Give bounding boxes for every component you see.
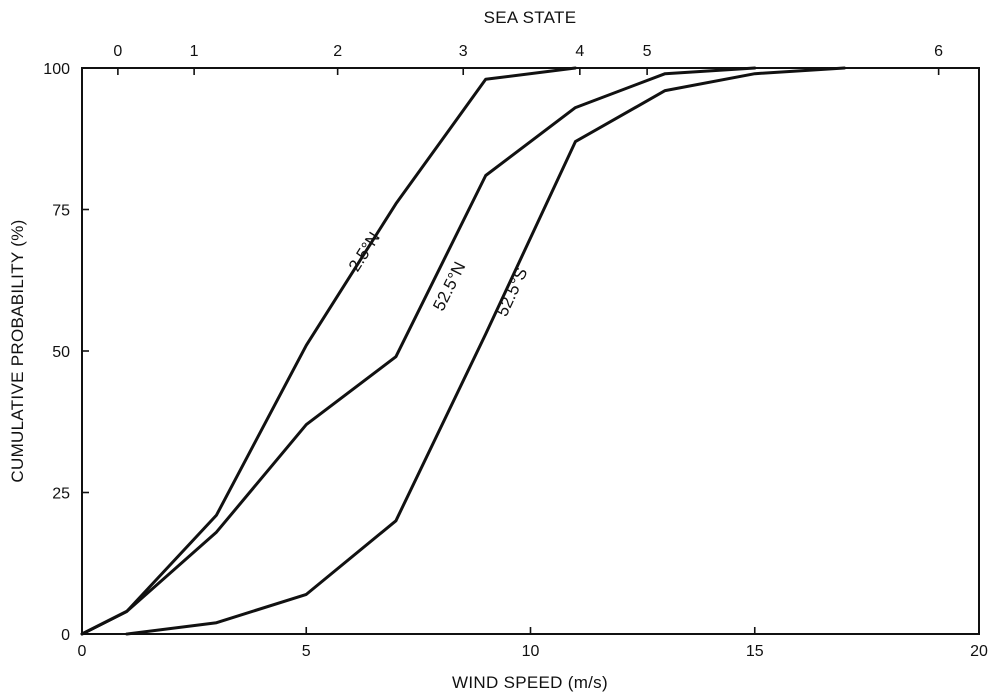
sea-state-tick-label: 2 xyxy=(333,43,342,60)
y-tick-label: 50 xyxy=(52,344,70,361)
y-axis-title: CUMULATIVE PROBABILITY (%) xyxy=(8,219,27,482)
series-line-2 xyxy=(80,66,757,636)
top-axis-title: SEA STATE xyxy=(484,8,577,27)
plot-frame xyxy=(81,67,980,635)
series-line-3 xyxy=(125,66,846,636)
x-axis-title: WIND SPEED (m/s) xyxy=(452,673,608,692)
tick-labels: 0 5 10 15 20 0 25 50 75 100 0 1 2 3 4 5 6 2.5°N 52.5°N 52.5… xyxy=(43,43,988,660)
series-label-3: 52.5°S xyxy=(493,265,532,319)
series-line-1 xyxy=(80,66,577,636)
x-tick-label: 5 xyxy=(302,643,311,660)
series-label-2: 52.5°N xyxy=(429,259,469,314)
y-tick-label: 25 xyxy=(52,486,70,503)
x-tick-label: 15 xyxy=(746,643,764,660)
sea-state-tick-label: 4 xyxy=(575,43,584,60)
sea-state-tick-label: 6 xyxy=(934,43,943,60)
y-tick-label: 0 xyxy=(61,627,70,644)
axis-ticks xyxy=(81,67,980,635)
y-tick-label: 75 xyxy=(52,203,70,220)
y-tick-label: 100 xyxy=(43,61,70,78)
sea-state-tick-label: 3 xyxy=(459,43,468,60)
x-tick-label: 0 xyxy=(78,643,87,660)
x-tick-label: 10 xyxy=(522,643,540,660)
series-curves xyxy=(80,66,846,636)
x-tick-label: 20 xyxy=(970,643,988,660)
series-label-1: 2.5°N xyxy=(345,229,384,275)
sea-state-tick-label: 0 xyxy=(113,43,122,60)
sea-state-tick-label: 1 xyxy=(190,43,199,60)
sea-state-tick-label: 5 xyxy=(643,43,652,60)
